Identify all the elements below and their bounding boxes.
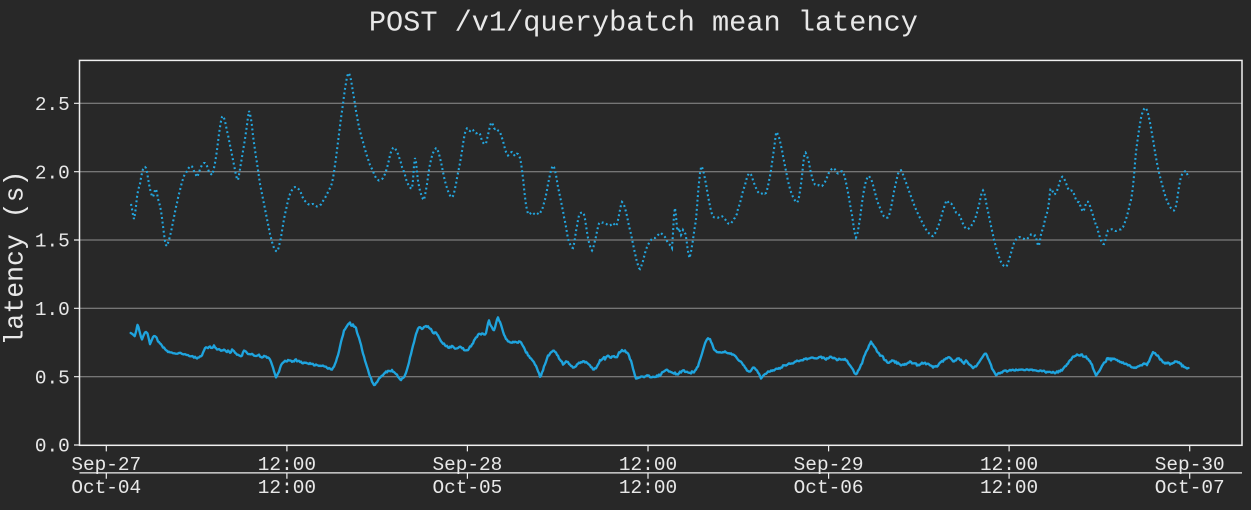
svg-text:1.5: 1.5 bbox=[35, 231, 70, 253]
svg-text:12:00: 12:00 bbox=[619, 477, 677, 499]
svg-text:Sep-27: Sep-27 bbox=[71, 454, 141, 476]
svg-text:Sep-28: Sep-28 bbox=[432, 454, 502, 476]
svg-text:Oct-04: Oct-04 bbox=[71, 477, 141, 499]
svg-text:Oct-05: Oct-05 bbox=[432, 477, 502, 499]
svg-text:2.0: 2.0 bbox=[35, 162, 70, 184]
svg-text:POST /v1/querybatch mean laten: POST /v1/querybatch mean latency bbox=[369, 7, 918, 40]
svg-text:12:00: 12:00 bbox=[619, 454, 677, 476]
svg-text:12:00: 12:00 bbox=[980, 477, 1038, 499]
svg-text:Sep-29: Sep-29 bbox=[794, 454, 864, 476]
svg-text:12:00: 12:00 bbox=[258, 454, 316, 476]
svg-text:latency (s): latency (s) bbox=[1, 171, 31, 346]
svg-text:Oct-06: Oct-06 bbox=[794, 477, 864, 499]
svg-text:0.0: 0.0 bbox=[35, 436, 70, 458]
svg-text:2.5: 2.5 bbox=[35, 94, 70, 116]
svg-text:Oct-07: Oct-07 bbox=[1155, 477, 1225, 499]
svg-text:0.5: 0.5 bbox=[35, 367, 70, 389]
svg-text:12:00: 12:00 bbox=[258, 477, 316, 499]
svg-text:Sep-30: Sep-30 bbox=[1155, 454, 1225, 476]
svg-text:12:00: 12:00 bbox=[980, 454, 1038, 476]
svg-text:1.0: 1.0 bbox=[35, 299, 70, 321]
